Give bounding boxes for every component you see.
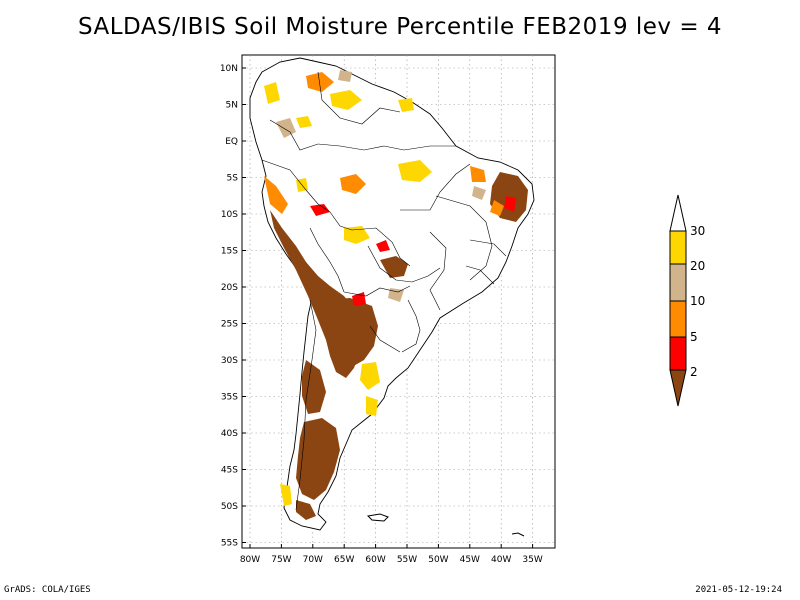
legend-arrow-top xyxy=(669,194,687,232)
lat-label-5s: 5S xyxy=(227,174,239,184)
legend-label-10: 10 xyxy=(690,294,705,308)
legend-label-2: 2 xyxy=(690,365,698,379)
legend-label-5: 5 xyxy=(690,330,698,344)
falklands-island xyxy=(366,513,389,522)
legend-swatch-orange xyxy=(669,300,687,338)
legend-label-30: 30 xyxy=(690,224,705,238)
legend-colorbar: 30 20 10 5 2 xyxy=(669,194,705,407)
lon-label-50w: 50W xyxy=(428,555,448,565)
lon-label-70w: 70W xyxy=(303,555,323,565)
lat-label-eq: EQ xyxy=(225,137,238,147)
lat-label-20s: 20S xyxy=(221,283,238,293)
lon-label-35w: 35W xyxy=(522,555,542,565)
lon-label-40w: 40W xyxy=(491,555,511,565)
legend-swatch-yellow xyxy=(669,230,687,265)
lat-label-30s: 30S xyxy=(221,356,238,366)
south-georgia-island xyxy=(511,532,525,537)
lat-label-40s: 40S xyxy=(221,429,238,439)
latitude-labels: 10N 5N EQ 5S 10S 15S 20S 25S 30S 35S 40S 45S 50S 55S xyxy=(220,64,238,549)
longitude-labels: 80W 75W 70W 65W 60W 55W 50W 45W 40W 35W xyxy=(240,555,543,565)
lat-label-35s: 35S xyxy=(221,393,238,403)
lon-label-45w: 45W xyxy=(460,555,480,565)
legend-swatch-tan xyxy=(669,263,687,302)
legend-arrow-bottom xyxy=(669,369,687,407)
lat-label-5n: 5N xyxy=(226,101,238,111)
lat-label-50s: 50S xyxy=(221,502,238,512)
lon-label-55w: 55W xyxy=(397,555,417,565)
lat-label-45s: 45S xyxy=(221,466,238,476)
lon-label-75w: 75W xyxy=(271,555,291,565)
lon-label-60w: 60W xyxy=(365,555,385,565)
lat-label-10n: 10N xyxy=(220,64,238,74)
lat-label-10s: 10S xyxy=(221,210,238,220)
legend-swatch-red xyxy=(669,336,687,371)
soil-moisture-shading xyxy=(264,70,528,520)
map-title: SALDAS/IBIS Soil Moisture Percentile FEB… xyxy=(77,14,723,40)
legend-label-20: 20 xyxy=(690,259,705,273)
footer-credit: GrADS: COLA/IGES xyxy=(4,585,91,595)
lon-label-65w: 65W xyxy=(334,555,354,565)
lat-label-55s: 55S xyxy=(221,539,238,549)
country-borders xyxy=(261,71,507,511)
footer-timestamp: 2021-05-12-19:24 xyxy=(695,585,782,595)
lat-label-15s: 15S xyxy=(221,247,238,257)
lon-label-80w: 80W xyxy=(240,555,260,565)
lat-label-25s: 25S xyxy=(221,320,238,330)
